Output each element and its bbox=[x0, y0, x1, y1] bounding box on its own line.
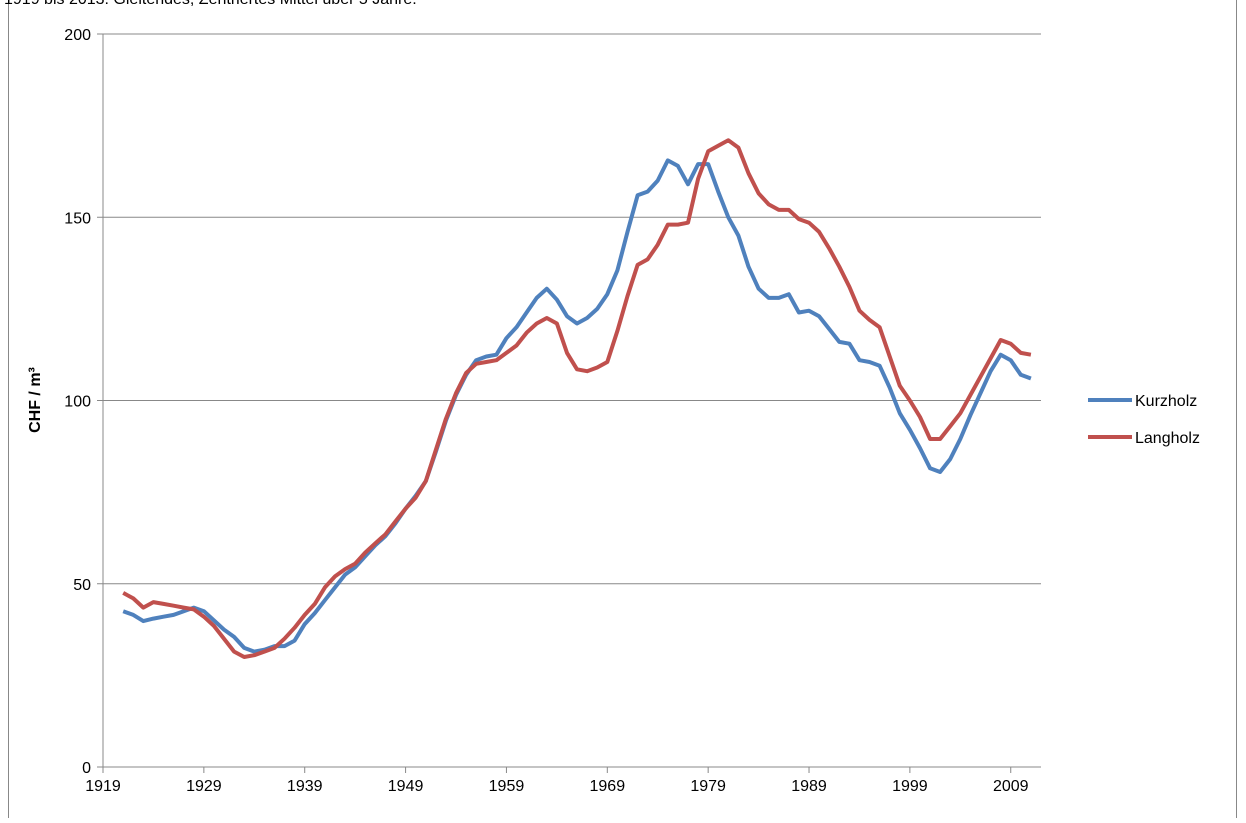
y-tick-label: 150 bbox=[64, 210, 91, 227]
y-tick-label: 100 bbox=[64, 394, 91, 411]
y-axis-label: CHF / m³ bbox=[27, 367, 44, 433]
x-tick-label: 1999 bbox=[892, 778, 928, 795]
x-tick-label: 1969 bbox=[590, 778, 626, 795]
data-line bbox=[122, 158, 1032, 654]
y-tick-label: 0 bbox=[82, 760, 91, 777]
x-tick-label: 1979 bbox=[690, 778, 726, 795]
x-tick-label: 1919 bbox=[85, 778, 121, 795]
x-tick-label: 1989 bbox=[791, 778, 827, 795]
legend-label: Langholz bbox=[1135, 430, 1200, 447]
data-line bbox=[122, 138, 1032, 659]
chart-title: 1919 bis 2013: Gleitendes, Zentriertes M… bbox=[4, 0, 417, 8]
x-tick-label: 1949 bbox=[388, 778, 424, 795]
x-tick-label: 1959 bbox=[489, 778, 525, 795]
x-tick-label: 2009 bbox=[993, 778, 1029, 795]
legend-label: Kurzholz bbox=[1135, 393, 1197, 410]
x-tick-label: 1939 bbox=[287, 778, 323, 795]
x-tick-label: 1929 bbox=[186, 778, 222, 795]
y-tick-label: 200 bbox=[64, 27, 91, 44]
chart-border bbox=[8, 0, 1237, 823]
y-tick-label: 50 bbox=[73, 577, 91, 594]
